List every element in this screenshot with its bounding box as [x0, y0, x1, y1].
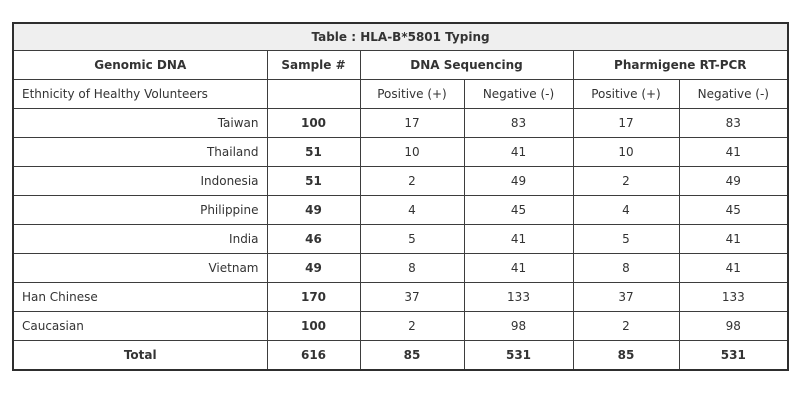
cell-pcr-pos: 2 — [572, 311, 680, 341]
cell-sample: 100 — [266, 311, 361, 341]
row-label: Indonesia — [12, 166, 268, 196]
cell-pcr-neg: 41 — [678, 137, 789, 167]
cell-dna-neg: 83 — [463, 108, 574, 138]
table-header-row: Genomic DNA Sample # DNA Sequencing Phar… — [12, 50, 789, 80]
cell-sample: 51 — [266, 137, 361, 167]
table-subheader-row: Ethnicity of Healthy Volunteers Positive… — [12, 79, 789, 109]
total-label: Total — [12, 340, 268, 371]
row-label: Taiwan — [12, 108, 268, 138]
subheader-pcr-negative: Negative (-) — [678, 79, 789, 109]
cell-dna-pos: 2 — [359, 311, 465, 341]
row-label: Caucasian — [12, 311, 268, 341]
total-sample: 616 — [266, 340, 361, 371]
cell-sample: 51 — [266, 166, 361, 196]
header-pharmigene-rtpcr: Pharmigene RT-PCR — [572, 50, 789, 80]
table-total-row: Total 616 85 531 85 531 — [12, 340, 789, 371]
cell-pcr-pos: 2 — [572, 166, 680, 196]
cell-dna-pos: 10 — [359, 137, 465, 167]
cell-dna-pos: 2 — [359, 166, 465, 196]
cell-dna-neg: 98 — [463, 311, 574, 341]
cell-sample: 170 — [266, 282, 361, 312]
cell-dna-neg: 41 — [463, 224, 574, 254]
cell-pcr-pos: 17 — [572, 108, 680, 138]
row-label: India — [12, 224, 268, 254]
row-label: Philippine — [12, 195, 268, 225]
table-row: Taiwan 100 17 83 17 83 — [12, 108, 789, 138]
row-label: Han Chinese — [12, 282, 268, 312]
header-dna-sequencing: DNA Sequencing — [359, 50, 574, 80]
cell-dna-neg: 41 — [463, 137, 574, 167]
subheader-dna-negative: Negative (-) — [463, 79, 574, 109]
cell-dna-neg: 49 — [463, 166, 574, 196]
total-pcr-neg: 531 — [678, 340, 789, 371]
table-row: Philippine 49 4 45 4 45 — [12, 195, 789, 225]
cell-pcr-pos: 10 — [572, 137, 680, 167]
table-title: Table : HLA-B*5801 Typing — [12, 22, 789, 51]
cell-pcr-neg: 133 — [678, 282, 789, 312]
cell-dna-pos: 4 — [359, 195, 465, 225]
header-sample: Sample # — [266, 50, 361, 80]
table-row: India 46 5 41 5 41 — [12, 224, 789, 254]
cell-pcr-pos: 5 — [572, 224, 680, 254]
cell-pcr-pos: 37 — [572, 282, 680, 312]
table-row: Han Chinese 170 37 133 37 133 — [12, 282, 789, 312]
subheader-ethnicity: Ethnicity of Healthy Volunteers — [12, 79, 268, 109]
cell-dna-pos: 8 — [359, 253, 465, 283]
total-dna-pos: 85 — [359, 340, 465, 371]
row-label: Thailand — [12, 137, 268, 167]
cell-sample: 100 — [266, 108, 361, 138]
cell-sample: 49 — [266, 195, 361, 225]
table-row: Vietnam 49 8 41 8 41 — [12, 253, 789, 283]
cell-sample: 49 — [266, 253, 361, 283]
cell-dna-pos: 17 — [359, 108, 465, 138]
cell-dna-neg: 45 — [463, 195, 574, 225]
cell-dna-neg: 41 — [463, 253, 574, 283]
cell-pcr-neg: 83 — [678, 108, 789, 138]
cell-dna-pos: 37 — [359, 282, 465, 312]
hla-typing-table-container: Table : HLA-B*5801 Typing Genomic DNA Sa… — [12, 22, 790, 371]
header-genomic-dna: Genomic DNA — [12, 50, 268, 80]
cell-dna-pos: 5 — [359, 224, 465, 254]
cell-pcr-neg: 49 — [678, 166, 789, 196]
table-title-row: Table : HLA-B*5801 Typing — [12, 22, 789, 51]
total-pcr-pos: 85 — [572, 340, 680, 371]
row-label: Vietnam — [12, 253, 268, 283]
hla-typing-table: Table : HLA-B*5801 Typing Genomic DNA Sa… — [12, 22, 790, 371]
total-dna-neg: 531 — [463, 340, 574, 371]
subheader-pcr-positive: Positive (+) — [572, 79, 680, 109]
cell-pcr-neg: 41 — [678, 224, 789, 254]
cell-pcr-neg: 45 — [678, 195, 789, 225]
table-row: Indonesia 51 2 49 2 49 — [12, 166, 789, 196]
cell-pcr-pos: 8 — [572, 253, 680, 283]
subheader-sample-empty — [266, 79, 361, 109]
cell-sample: 46 — [266, 224, 361, 254]
cell-pcr-neg: 98 — [678, 311, 789, 341]
cell-dna-neg: 133 — [463, 282, 574, 312]
table-row: Caucasian 100 2 98 2 98 — [12, 311, 789, 341]
cell-pcr-neg: 41 — [678, 253, 789, 283]
subheader-dna-positive: Positive (+) — [359, 79, 465, 109]
cell-pcr-pos: 4 — [572, 195, 680, 225]
table-row: Thailand 51 10 41 10 41 — [12, 137, 789, 167]
